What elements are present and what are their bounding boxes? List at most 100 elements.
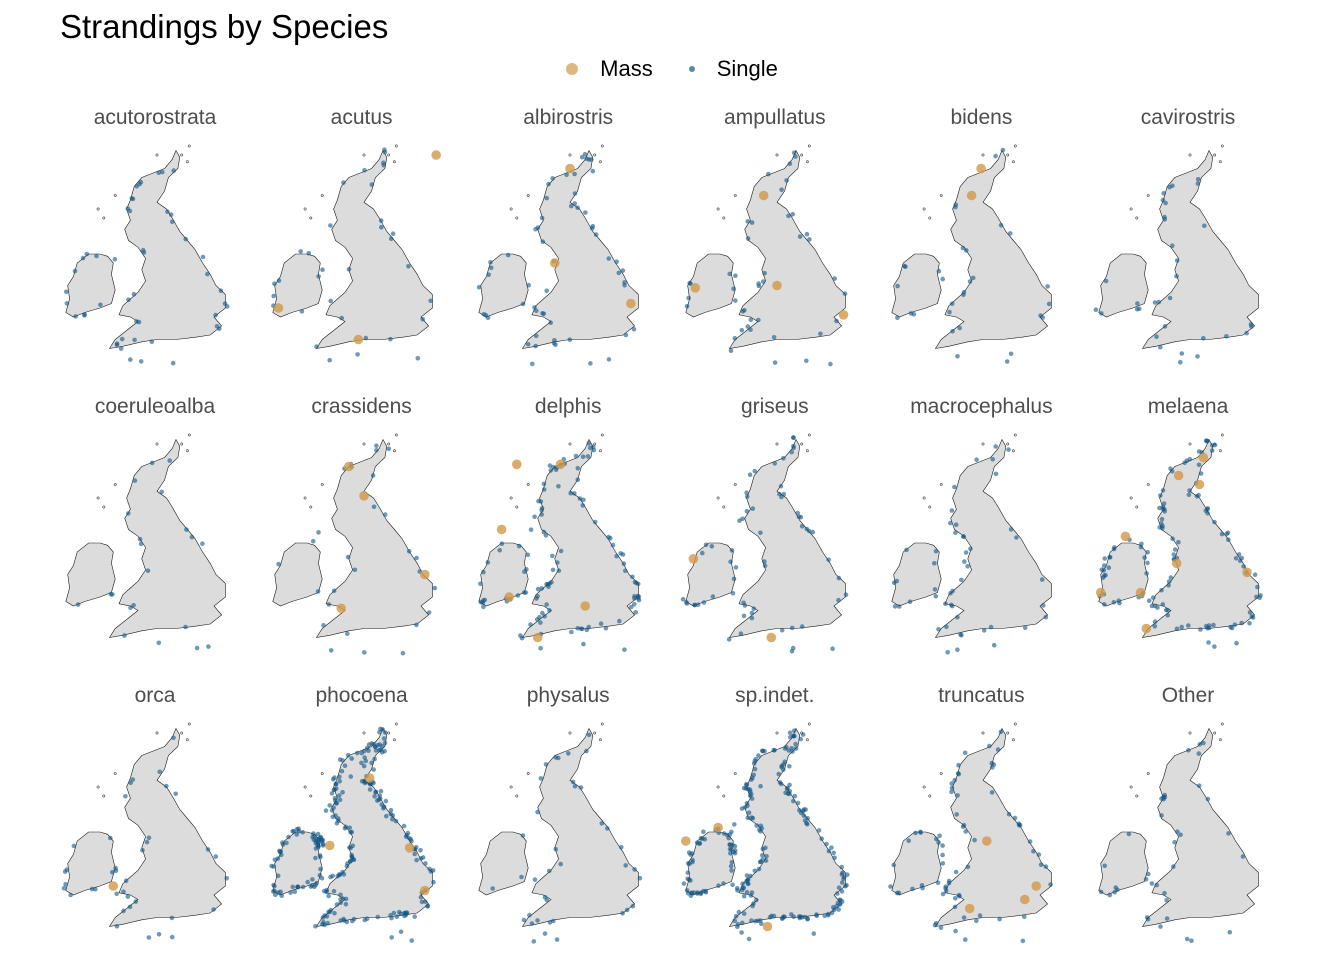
mass-stranding-point [565, 163, 575, 174]
single-stranding-point [839, 872, 844, 877]
mass-stranding-point [688, 554, 698, 564]
single-stranding-point [629, 604, 634, 610]
single-stranding-point [1158, 344, 1163, 350]
single-stranding-point [1205, 796, 1211, 802]
single-stranding-point [1210, 443, 1215, 448]
single-stranding-point [1175, 829, 1180, 834]
ireland-landmass [891, 831, 942, 896]
single-stranding-point [342, 763, 347, 768]
single-stranding-point [817, 331, 823, 337]
single-stranding-point [823, 841, 829, 847]
single-stranding-point [837, 902, 843, 907]
single-stranding-point [776, 771, 781, 777]
single-stranding-point [548, 468, 554, 473]
island [1220, 433, 1224, 437]
single-stranding-point [326, 803, 332, 808]
single-stranding-point [270, 864, 276, 869]
single-stranding-point [783, 745, 789, 750]
single-stranding-point [378, 225, 384, 230]
single-stranding-point [275, 856, 280, 861]
island [805, 449, 809, 453]
island [155, 731, 159, 735]
island [593, 153, 597, 157]
mass-stranding-point [690, 283, 700, 293]
single-stranding-point [740, 881, 745, 886]
single-stranding-point [1240, 854, 1246, 859]
single-stranding-point [728, 846, 734, 852]
single-stranding-point [524, 567, 529, 572]
single-stranding-point [998, 729, 1004, 735]
island [722, 216, 726, 220]
single-stranding-point [581, 641, 586, 647]
single-stranding-point [293, 832, 299, 837]
single-stranding-point [620, 911, 626, 916]
single-stranding-point [540, 610, 545, 616]
single-stranding-point [1162, 324, 1168, 329]
single-stranding-point [701, 600, 707, 605]
single-stranding-point [394, 914, 399, 920]
island [308, 794, 312, 798]
single-stranding-point [539, 512, 545, 517]
single-stranding-point [826, 848, 831, 854]
island [392, 449, 396, 453]
single-stranding-point [703, 542, 709, 548]
single-stranding-point [801, 807, 806, 812]
single-stranding-point [283, 840, 289, 846]
single-stranding-point [833, 318, 839, 324]
island [113, 772, 117, 775]
single-stranding-point [72, 268, 78, 274]
single-stranding-point [373, 789, 378, 795]
single-stranding-point [791, 728, 797, 733]
single-stranding-point [953, 904, 958, 910]
single-stranding-point [1152, 619, 1158, 624]
island [601, 433, 604, 437]
single-stranding-point [954, 869, 959, 875]
single-stranding-point [402, 910, 407, 916]
single-stranding-point [630, 574, 635, 580]
single-stranding-point [758, 783, 763, 789]
single-stranding-point [745, 881, 750, 886]
single-stranding-point [164, 783, 169, 789]
single-stranding-point [531, 939, 537, 944]
single-stranding-point [1209, 448, 1215, 453]
single-stranding-point [485, 560, 491, 565]
single-stranding-point [842, 291, 848, 296]
single-stranding-point [534, 596, 539, 601]
single-stranding-point [955, 647, 961, 652]
mass-stranding-point [419, 569, 430, 580]
mass-stranding-point [766, 632, 776, 643]
single-stranding-point [947, 309, 953, 315]
single-stranding-point [393, 818, 398, 824]
species-map [891, 144, 1053, 364]
island [185, 738, 189, 742]
single-stranding-point [184, 527, 189, 532]
single-stranding-point [940, 843, 946, 848]
single-stranding-point [791, 445, 796, 451]
single-stranding-point [317, 866, 323, 872]
single-stranding-point [800, 732, 806, 737]
single-stranding-point [962, 559, 967, 564]
island [981, 731, 985, 735]
species-map [61, 722, 229, 940]
island [928, 505, 932, 509]
island [805, 738, 809, 742]
mass-stranding-point [496, 524, 507, 535]
mass-stranding-point [967, 190, 977, 201]
ireland-landmass [478, 831, 529, 896]
single-stranding-point [934, 921, 939, 926]
single-stranding-point [486, 272, 492, 277]
single-stranding-point [956, 762, 962, 768]
single-stranding-point [1159, 813, 1164, 818]
single-stranding-point [684, 601, 690, 606]
mass-stranding-point [364, 773, 375, 783]
island [362, 153, 366, 157]
island [515, 216, 519, 220]
single-stranding-point [331, 910, 337, 916]
single-stranding-point [419, 899, 424, 905]
single-stranding-point [840, 876, 846, 881]
single-stranding-point [692, 602, 697, 608]
single-stranding-point [566, 751, 571, 756]
single-stranding-point [622, 280, 627, 285]
single-stranding-point [958, 632, 964, 637]
species-map [680, 433, 849, 654]
